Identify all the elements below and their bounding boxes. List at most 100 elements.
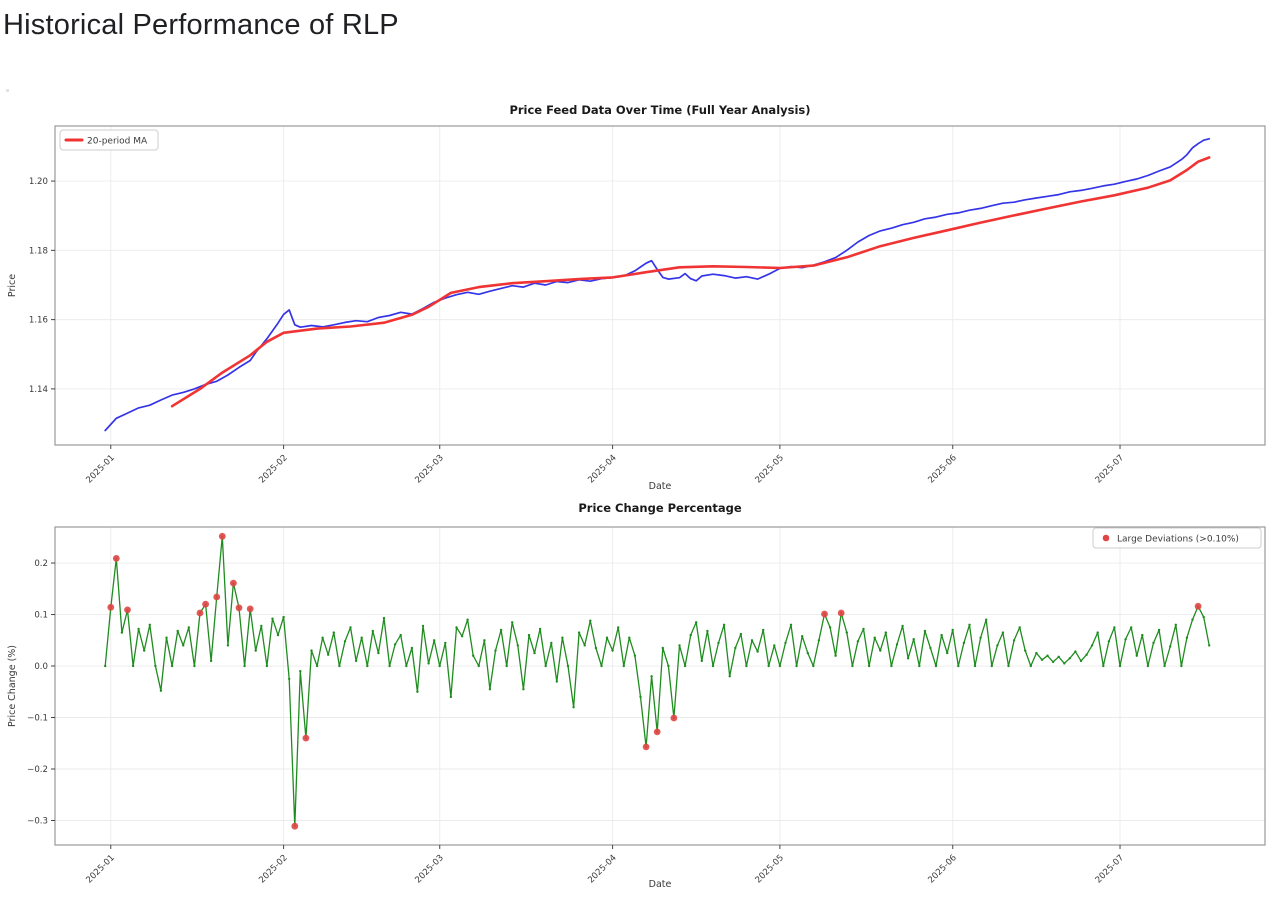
large-deviation-marker [821,610,828,618]
y-axis-label: Price Change (%) [7,645,18,727]
vertex-dot [299,670,302,673]
vertex-dot [566,664,570,668]
vertex-dot [1079,659,1083,663]
vertex-dot [310,649,313,652]
legend-dot-sample [1102,534,1110,542]
x-tick-label: 2025-02 [257,453,289,485]
vertex-dot [784,641,787,645]
vertex-dot [734,646,737,650]
vertex-dot [605,636,609,639]
vertex-dot [985,618,988,621]
vertex-dot [1035,651,1038,655]
y-tick-label: 1.16 [29,316,48,326]
vertex-dot [477,664,480,668]
vertex-dot [271,617,274,620]
vertex-dot [527,633,531,637]
x-tick-label: 2025-07 [1094,853,1126,885]
vertex-dot [555,680,558,683]
vertex-dot [650,675,653,678]
x-tick-label: 2025-01 [84,453,116,485]
vertex-dot [711,664,715,668]
vertex-dot [946,651,949,655]
vertex-dot [572,706,575,709]
vertex-dot [421,624,425,628]
legend: Large Deviations (>0.10%) [1092,527,1262,549]
vertex-dot [851,664,854,668]
vertex-dot [1174,623,1178,626]
y-tick-label: −0.2 [27,765,48,775]
vertex-dot [873,636,876,639]
y-tick-label: 0.2 [34,559,48,569]
vertex-dot [427,662,430,665]
vertex-dot [828,626,832,629]
vertex-dot [1029,664,1033,668]
vertex-dot [806,651,809,655]
vertex-dot [170,664,174,668]
large-deviation-marker [202,600,210,608]
vertex-dot [667,664,670,668]
vertex-dot [1113,626,1116,629]
large-deviation-marker [1194,602,1202,610]
vertex-dot [193,664,196,668]
x-tick-label: 2025-06 [926,853,958,885]
x-tick-label: 2025-03 [413,453,445,485]
vertex-dot [661,646,664,650]
y-tick-label: −0.3 [27,816,48,826]
vertex-dot [265,664,269,668]
vertex-dot [1202,615,1205,619]
vertex-dot [1040,658,1044,661]
x-tick-label: 2025-07 [1094,453,1126,485]
vertex-dot [940,633,943,637]
vertex-dot [817,639,821,642]
vertex-dot [577,631,581,634]
vertex-dot [756,650,759,653]
x-tick-label: 2025-06 [926,453,958,485]
vertex-dot [1152,641,1155,645]
x-tick-label: 2025-04 [586,453,618,485]
large-deviation-marker [291,822,299,830]
large-deviation-marker [642,743,650,751]
vertex-dot [460,635,464,638]
vertex-dot [689,633,692,637]
vertex-dot [282,615,285,619]
y-tick-label: 0.1 [34,611,48,621]
vertex-dot [382,616,386,620]
vertex-dot [1001,631,1005,634]
vertex-dot [1157,628,1161,632]
vertex-dot [867,664,871,668]
vertex-dot [438,664,441,668]
vertex-dot [143,649,146,652]
vertex-dot [700,659,703,663]
vertex-dot [918,664,921,668]
large-deviation-marker [124,606,131,614]
vertex-dot [890,664,893,668]
legend: 20-period MA [59,129,159,151]
vertex-dot [1169,645,1172,648]
vertex-dot [1046,654,1049,657]
vertex-dot [410,646,414,650]
vertex-dot [639,695,642,699]
vertex-dot [996,644,999,647]
vertex-dot [455,626,458,629]
vertex-dot [544,664,547,668]
vertex-dot [773,644,776,647]
vertex-dot [360,636,363,639]
large-deviation-marker [218,532,226,540]
moving-average-line [170,156,1211,408]
vertex-dot [611,649,614,652]
legend-label: Large Deviations (>0.10%) [1117,535,1239,545]
vertex-dot [750,639,754,642]
vertex-dot [1141,633,1144,637]
vertex-dot [973,664,977,668]
large-deviation-marker [670,714,678,722]
vertex-dot [243,664,246,668]
large-deviation-marker [837,609,845,617]
chart-2: 2025-01 2025-02 2025-03 2025-04 2025-05 2025-… [7,501,1266,890]
vertex-dot [511,621,514,624]
x-axis-label: Date [649,481,672,492]
vertex-dot [767,664,770,668]
vertex-dot [176,629,179,633]
vertex-dot [488,688,492,691]
